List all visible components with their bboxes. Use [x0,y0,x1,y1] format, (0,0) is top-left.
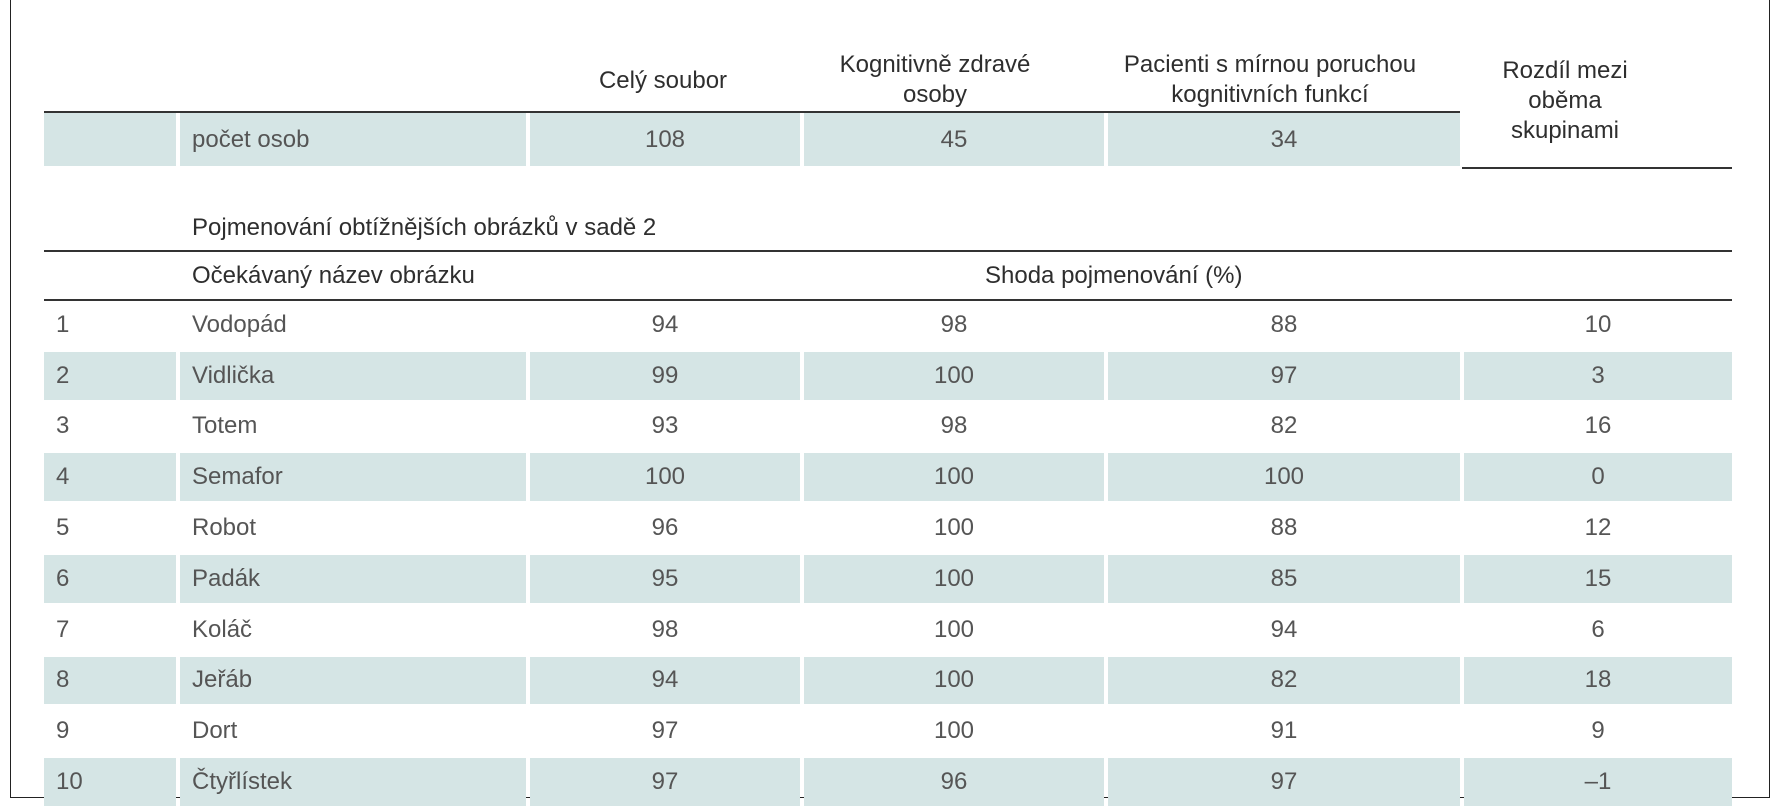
count-row-mci: 34 [1108,113,1460,166]
row-total: 97 [651,717,679,745]
row-total: 96 [651,514,679,542]
row-diff: 18 [1464,656,1732,705]
row-number: 5 [56,514,70,542]
row-number: 10 [44,758,176,806]
row-picture-name: Vodopád [192,310,287,338]
row-total: 93 [651,412,679,440]
row-healthy: 98 [940,412,968,440]
count-row-healthy: 45 [804,113,1104,166]
row-total: 97 [530,758,800,806]
row-healthy: 100 [804,555,1104,603]
row-total: 94 [651,310,679,338]
count-row-total: 108 [530,113,800,166]
subheader-agreement: Shoda pojmenování (%) [985,262,1243,289]
rule-subheader-bottom [44,299,1732,301]
row-healthy: 100 [804,453,1104,502]
count-row-label: počet osob [180,113,526,166]
count-row-number-cell [44,113,176,166]
row-number: 6 [44,555,176,603]
row-mci: 88 [1270,514,1298,542]
row-healthy: 100 [933,615,975,643]
row-number: 8 [44,656,176,705]
row-diff: 15 [1464,555,1732,603]
row-number: 2 [44,351,176,400]
row-diff: 12 [1584,514,1612,542]
row-diff: 9 [1591,717,1605,745]
row-total: 100 [530,453,800,502]
row-picture-name: Dort [192,717,238,745]
row-mci: 100 [1108,453,1460,502]
row-total: 94 [530,656,800,705]
row-diff: 6 [1591,615,1605,643]
row-total: 95 [530,555,800,603]
row-diff: –1 [1464,758,1732,806]
row-picture-name: Totem [192,412,258,440]
row-healthy: 100 [933,717,975,745]
row-number: 7 [56,615,70,643]
row-total: 98 [651,615,679,643]
row-mci: 88 [1270,310,1298,338]
row-mci: 94 [1270,615,1298,643]
row-mci: 85 [1108,555,1460,603]
row-picture-name: Robot [192,514,257,542]
rule-header-top [44,111,1460,113]
row-picture-name: Jeřáb [180,656,526,705]
row-picture-name: Koláč [192,615,253,643]
row-mci: 97 [1108,758,1460,806]
row-picture-name: Čtyřlístek [180,758,526,806]
row-mci: 91 [1270,717,1298,745]
header-mci: Pacienti s mírnou poruchou kognitivních … [1123,51,1417,108]
row-healthy: 98 [940,310,968,338]
row-total: 99 [530,351,800,400]
header-diff: Rozdíl mezi oběma skupinami [1502,57,1628,144]
row-mci: 82 [1108,656,1460,705]
row-number: 9 [56,717,70,745]
row-number: 1 [56,310,70,338]
rule-section-top [44,250,1732,252]
section-title: Pojmenování obtížnějších obrázků v sadě … [192,214,657,241]
row-mci: 97 [1108,351,1460,400]
row-diff: 16 [1584,412,1612,440]
subheader-name-column: Očekávaný název obrázku [192,262,475,289]
row-healthy: 100 [804,656,1104,705]
header-total: Celý soubor [598,67,728,94]
row-healthy: 100 [804,351,1104,400]
rule-diff-header-bottom [1462,167,1732,169]
row-picture-name: Vidlička [180,351,526,400]
row-mci: 82 [1270,412,1298,440]
row-picture-name: Padák [180,555,526,603]
row-picture-name: Semafor [180,453,526,502]
row-number: 4 [44,453,176,502]
row-healthy: 96 [804,758,1104,806]
row-diff: 10 [1584,310,1612,338]
header-healthy: Kognitivně zdravé osoby [839,51,1031,108]
row-diff: 0 [1464,453,1732,502]
row-diff: 3 [1464,351,1732,400]
row-healthy: 100 [933,514,975,542]
row-number: 3 [56,412,70,440]
